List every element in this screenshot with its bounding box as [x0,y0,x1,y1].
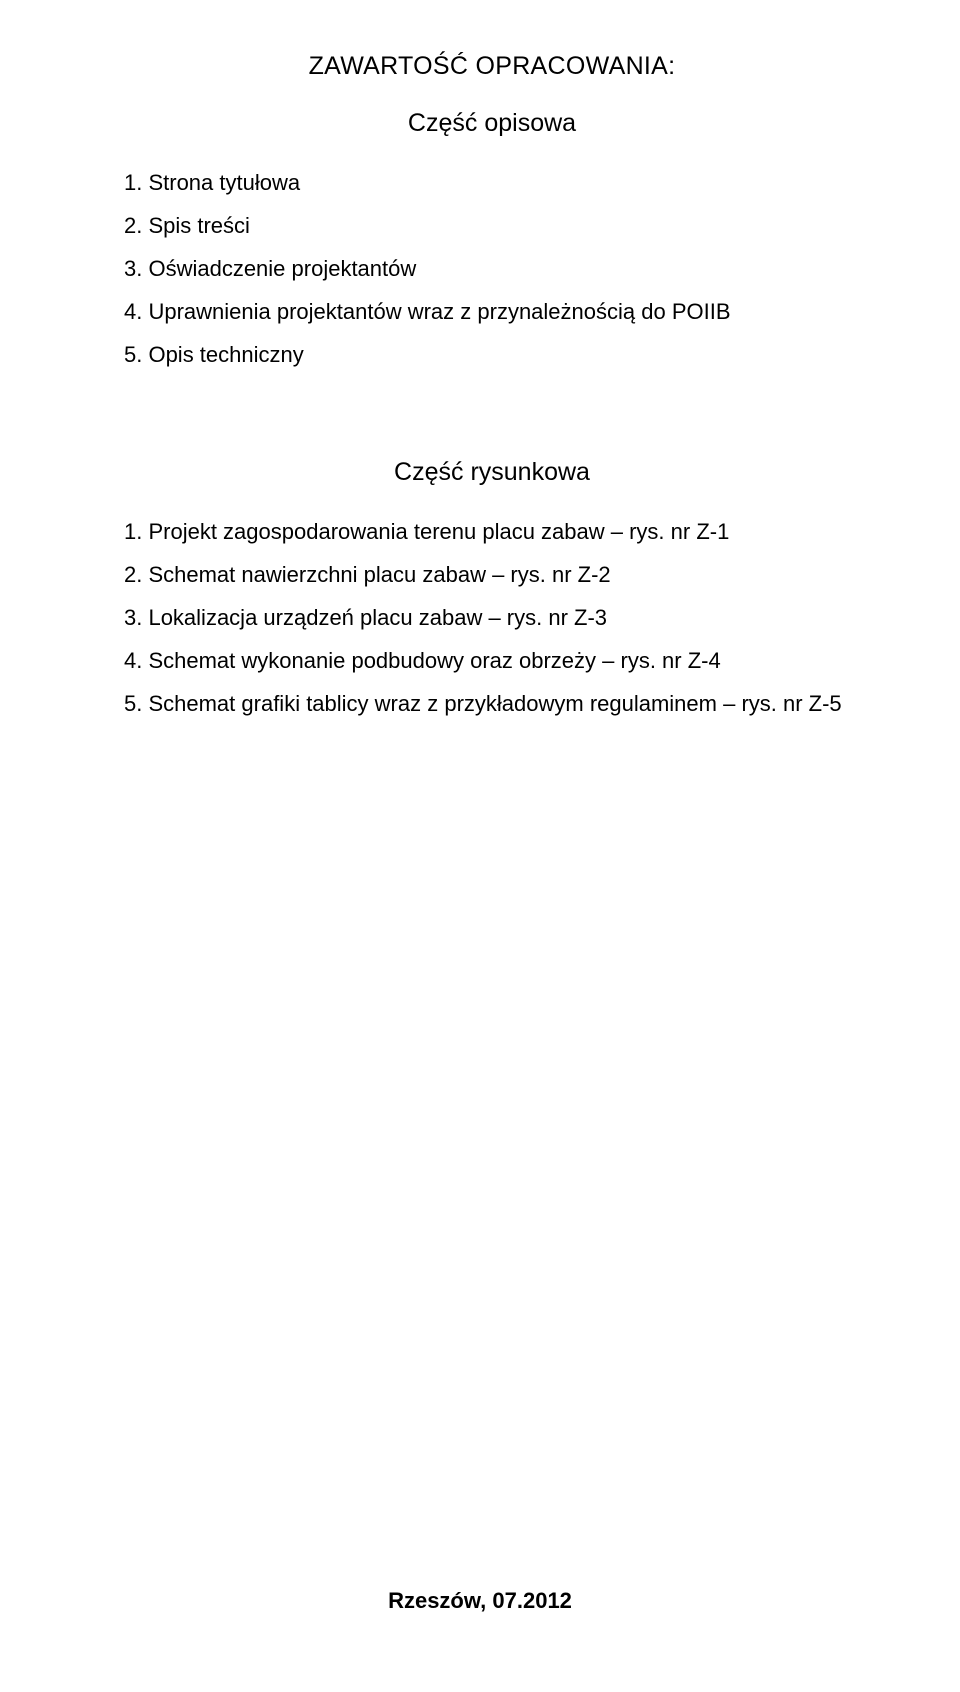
list-opisowa: 1. Strona tytułowa 2. Spis treści 3. Ośw… [124,162,860,376]
list-item: 5. Opis techniczny [124,334,860,377]
list-item: 1. Projekt zagospodarowania terenu placu… [124,511,860,554]
page-title: ZAWARTOŚĆ OPRACOWANIA: [124,52,860,81]
list-item: 2. Spis treści [124,205,860,248]
footer-text: Rzeszów, 07.2012 [0,1588,960,1614]
list-item: 4. Uprawnienia projektantów wraz z przyn… [124,291,860,334]
section-heading-rysunkowa: Część rysunkowa [124,458,860,487]
document-page: ZAWARTOŚĆ OPRACOWANIA: Część opisowa 1. … [0,0,960,1692]
list-item: 4. Schemat wykonanie podbudowy oraz obrz… [124,640,860,683]
list-item: 3. Lokalizacja urządzeń placu zabaw – ry… [124,597,860,640]
list-item: 2. Schemat nawierzchni placu zabaw – rys… [124,554,860,597]
list-item: 1. Strona tytułowa [124,162,860,205]
list-rysunkowa: 1. Projekt zagospodarowania terenu placu… [124,511,860,725]
list-item: 3. Oświadczenie projektantów [124,248,860,291]
list-item: 5. Schemat grafiki tablicy wraz z przykł… [124,683,860,726]
section-heading-opisowa: Część opisowa [124,109,860,138]
